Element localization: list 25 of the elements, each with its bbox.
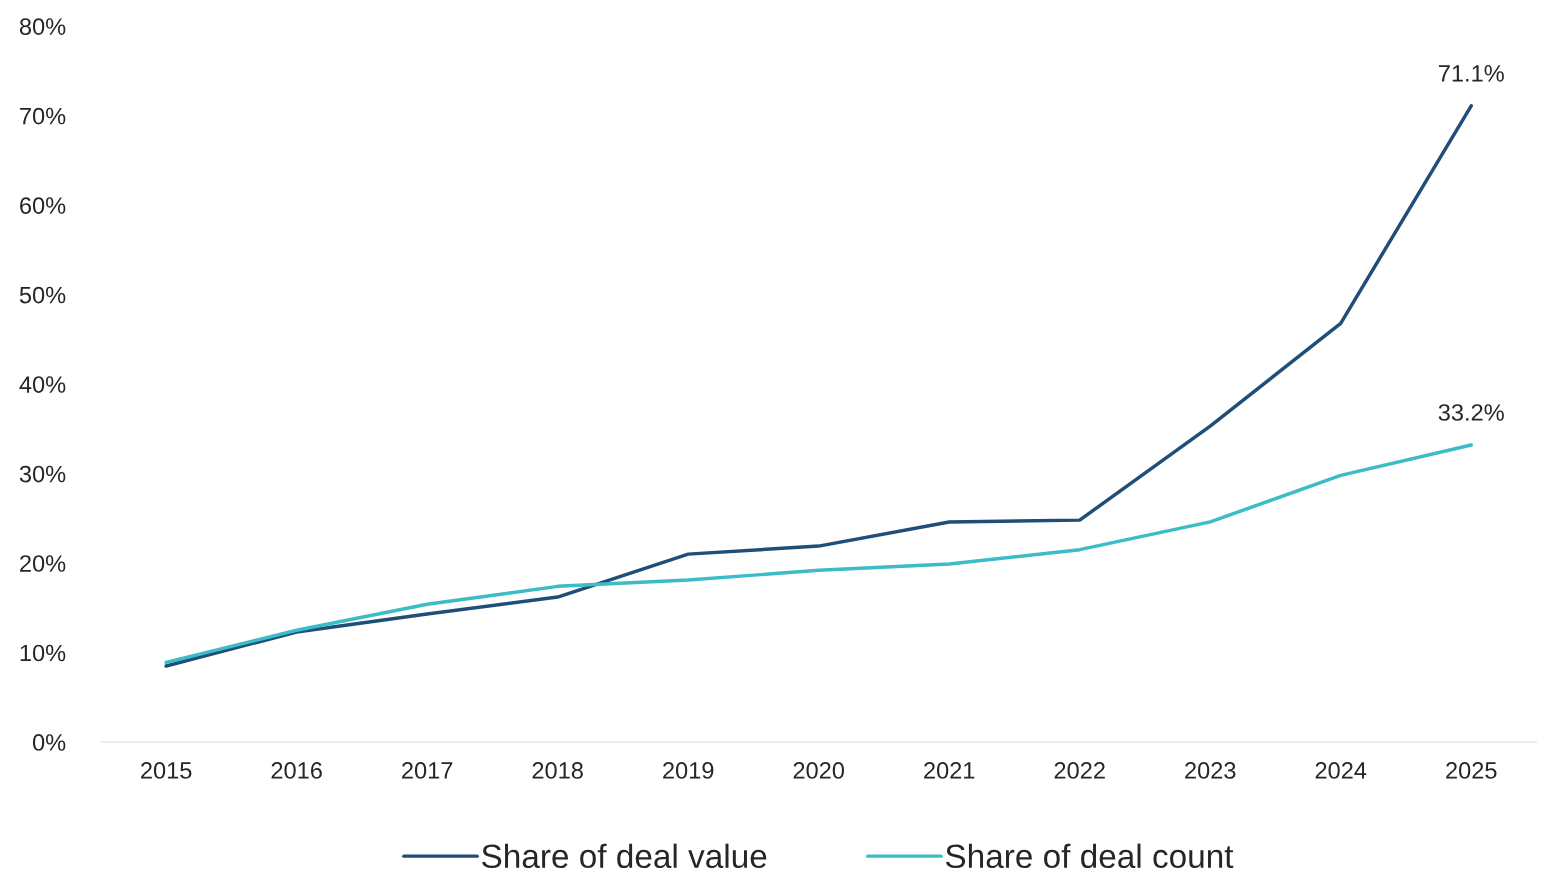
x-tick-label: 2022: [1054, 762, 1105, 779]
x-tick-label: 2016: [271, 762, 322, 779]
x-tick-label: 2017: [402, 762, 453, 779]
legend-label: Share of deal count: [945, 843, 1234, 869]
y-tick-label: 0%: [32, 734, 66, 751]
x-tick-label: 2024: [1315, 762, 1367, 779]
y-tick-label: 30%: [19, 465, 66, 483]
line-series: [164, 443, 1473, 665]
y-tick-label: 80%: [19, 18, 66, 35]
data-label: 71.1%: [1438, 65, 1504, 82]
x-tick-label: 2018: [532, 762, 583, 779]
legend-label: Share of deal value: [482, 843, 767, 869]
y-tick-label: 20%: [20, 555, 66, 572]
x-tick-label: 2023: [1185, 762, 1236, 779]
y-tick-label: 50%: [19, 286, 66, 304]
x-tick-label: 2020: [793, 762, 845, 779]
y-tick-label: 10%: [20, 644, 66, 662]
x-tick-label: 2025: [1446, 762, 1497, 779]
x-tick-label: 2019: [663, 762, 714, 779]
y-tick-label: 60%: [20, 197, 66, 214]
y-tick-label: 70%: [20, 107, 66, 125]
x-tick-label: 2021: [924, 762, 975, 779]
data-label: 33.2%: [1438, 404, 1504, 421]
y-tick-label: 40%: [19, 376, 66, 393]
x-tick-label: 2015: [141, 762, 192, 779]
